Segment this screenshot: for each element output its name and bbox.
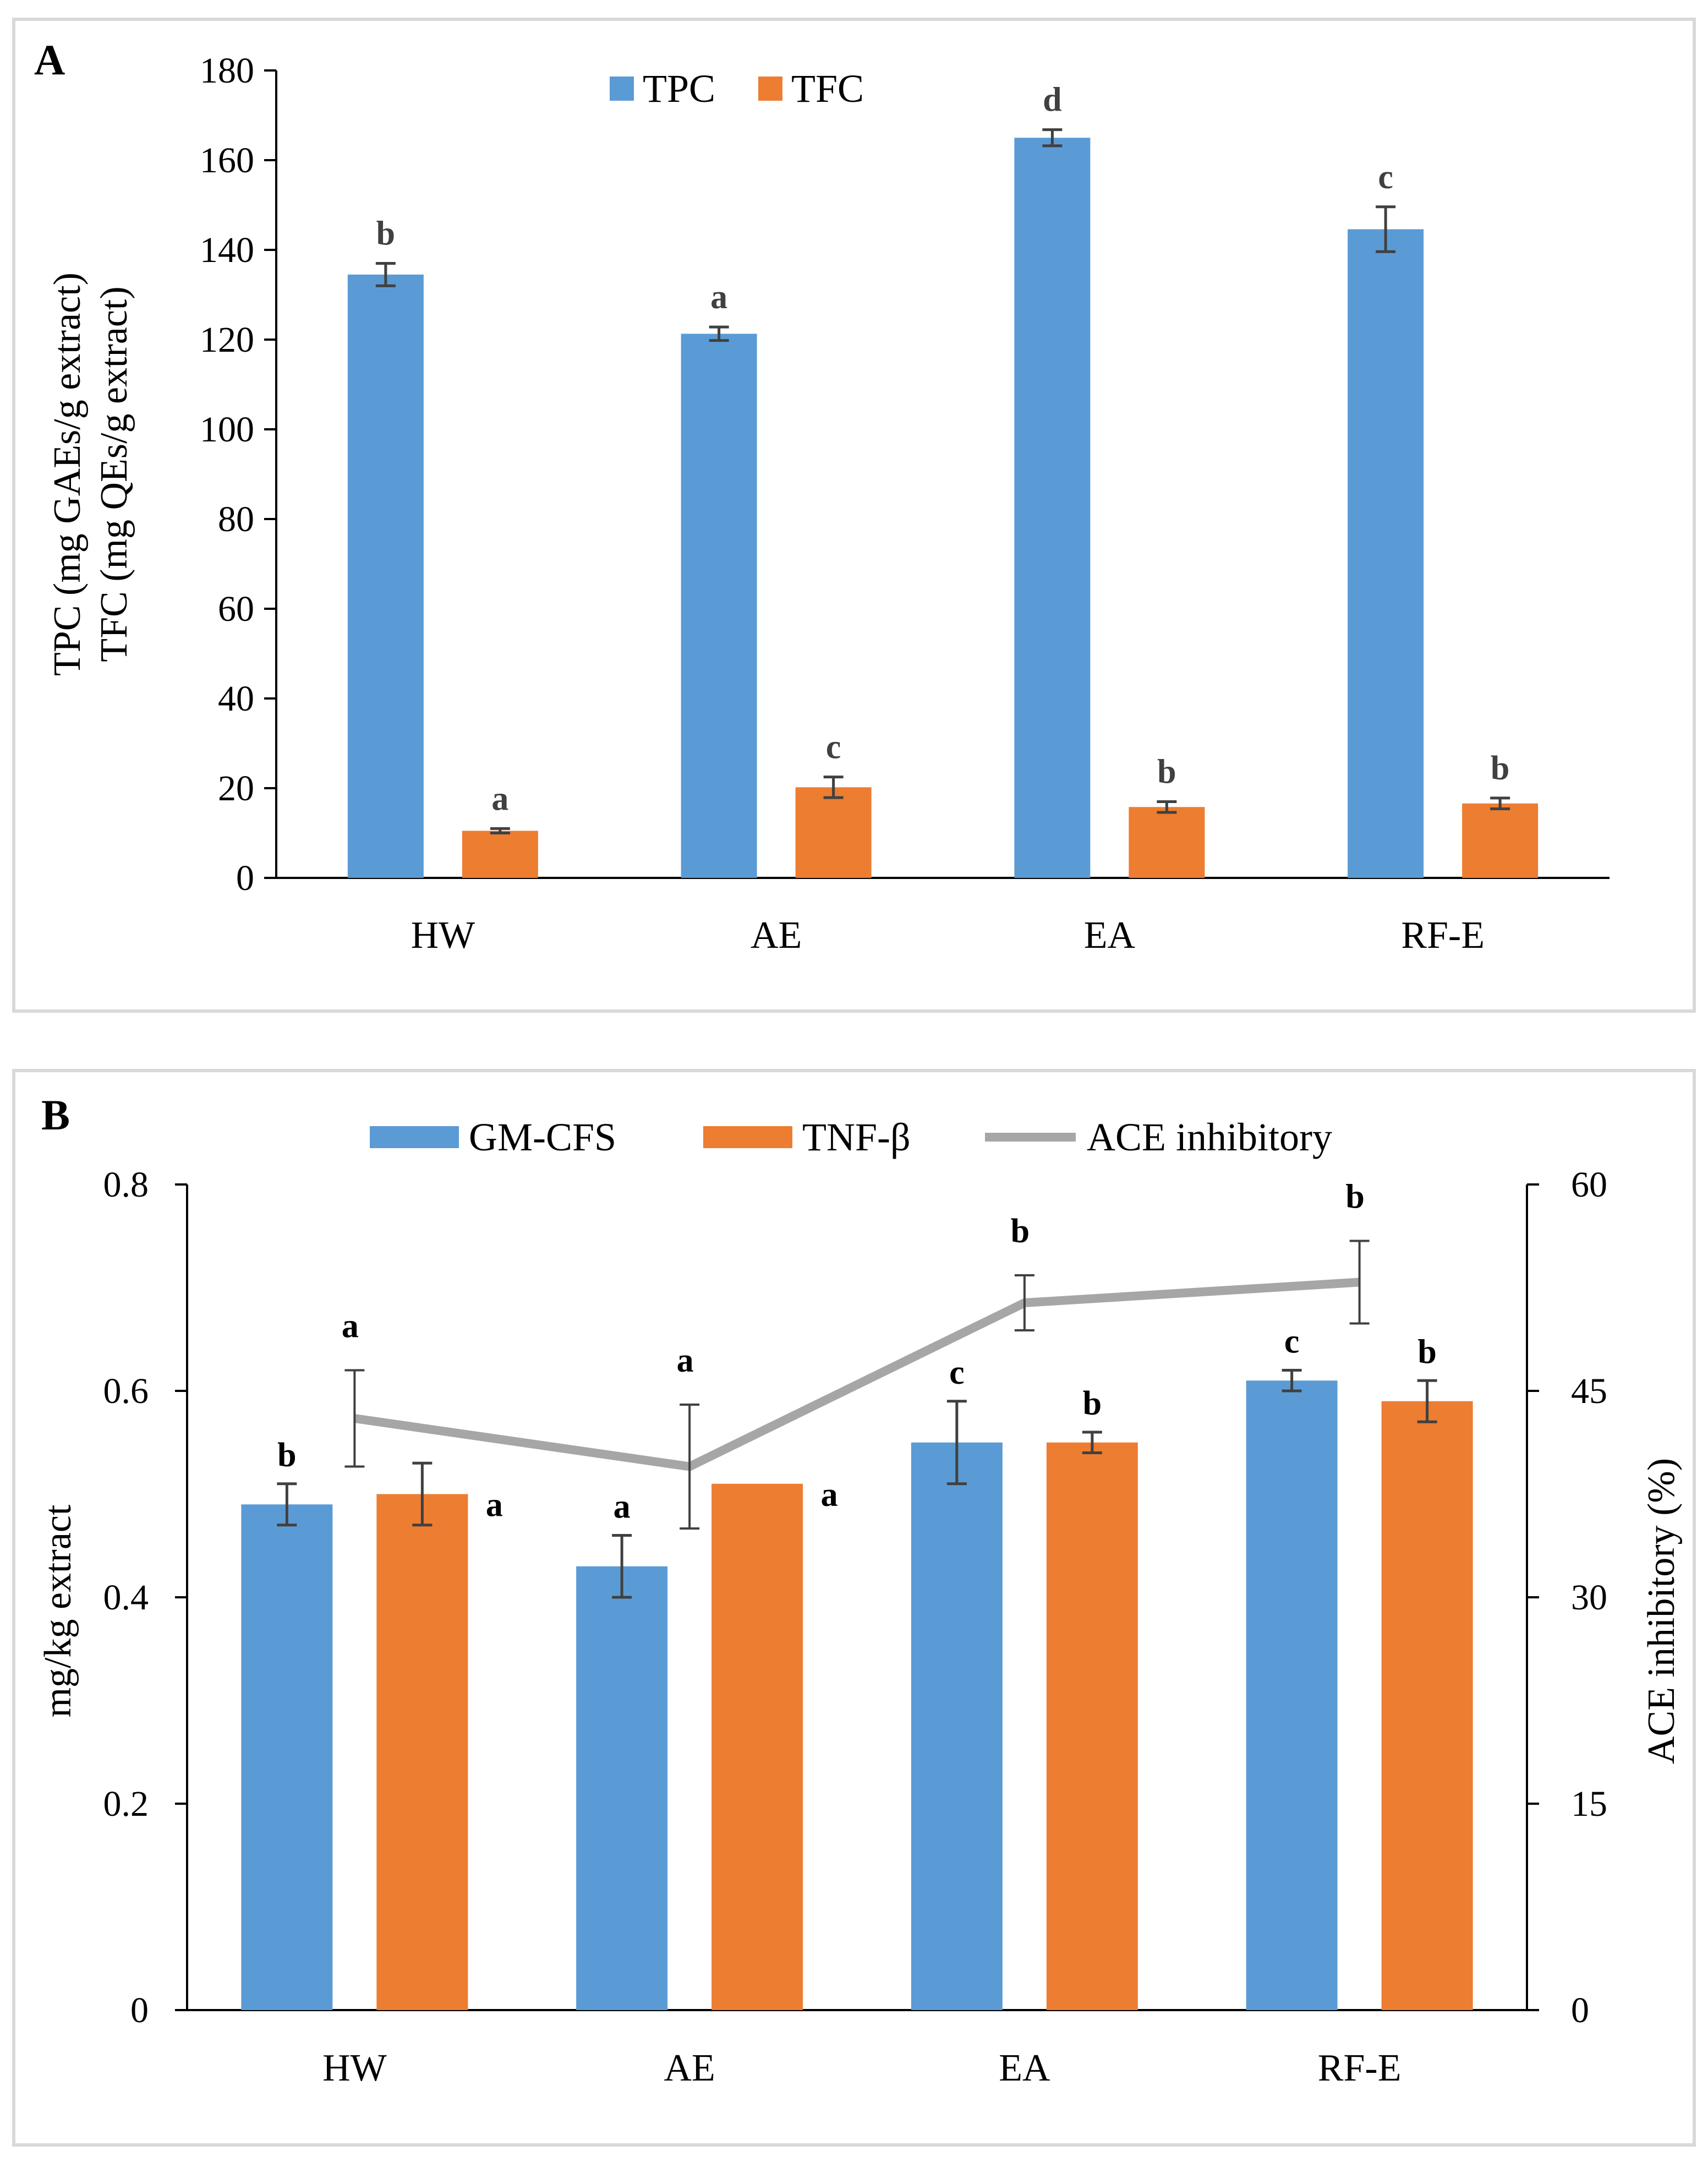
- significance-letter: b: [1157, 753, 1176, 790]
- y-tick-label: 0.8: [103, 1165, 149, 1205]
- panel-a-label: A: [34, 36, 65, 84]
- x-tick-label: EA: [1084, 914, 1136, 957]
- bar-tnf-hw: [376, 1494, 468, 2010]
- legend-swatch-gm-cfs: [370, 1126, 459, 1148]
- legend-label-tnf-beta: TNF-β: [802, 1115, 911, 1159]
- ace-inhibitory-line: [354, 1277, 1360, 1471]
- y-axis-title-line2: TFC (mg QEs/g extract): [93, 286, 135, 662]
- bar-gmcfs-ae: [576, 1566, 668, 2010]
- significance-letter: c: [1284, 1323, 1300, 1361]
- significance-letter: a: [491, 780, 508, 817]
- x-tick-label: AE: [664, 2047, 715, 2089]
- significance-letter: b: [1491, 750, 1509, 787]
- legend-label-tpc: TPC: [643, 67, 715, 111]
- legend-label-ace: ACE inhibitory: [1087, 1115, 1332, 1159]
- x-tick-label: EA: [999, 2047, 1050, 2089]
- bar-gmcfs-hw: [241, 1504, 333, 2010]
- y-tick-label: 40: [218, 679, 254, 719]
- significance-letter: c: [826, 729, 841, 766]
- x-tick-label: RF-E: [1318, 2047, 1402, 2089]
- significance-letter: a: [710, 279, 727, 316]
- y2-tick-label: 0: [1571, 1990, 1589, 2030]
- x-tick-label: RF-E: [1401, 914, 1485, 957]
- y2-tick-label: 30: [1571, 1577, 1607, 1618]
- bar-tfc-rf-e: [1462, 803, 1539, 878]
- y-axis-title: mg/kg extract: [37, 1504, 79, 1717]
- y-tick-label: 0: [236, 858, 254, 898]
- y-tick-label: 140: [200, 230, 254, 270]
- y-tick-label: 60: [218, 589, 254, 629]
- significance-letter: b: [1083, 1385, 1102, 1422]
- y-tick-label: 100: [200, 410, 254, 450]
- y2-tick-label: 15: [1571, 1784, 1607, 1824]
- bar-tnf-ea: [1046, 1442, 1138, 2010]
- significance-letter: c: [949, 1354, 965, 1391]
- legend-label-tfc: TFC: [791, 67, 864, 111]
- bar-tpc-ea: [1014, 138, 1091, 878]
- y-tick-label: 0.2: [103, 1784, 149, 1824]
- significance-letter-ace: b: [1011, 1213, 1030, 1250]
- bar-tfc-ae: [795, 787, 872, 878]
- legend-swatch-tfc: [758, 77, 782, 101]
- significance-letter: a: [614, 1488, 631, 1526]
- bar-gmcfs-rf-e: [1246, 1380, 1338, 2010]
- y2-tick-label: 60: [1571, 1165, 1607, 1205]
- bar-tpc-rf-e: [1348, 229, 1424, 878]
- bar-tnf-ae: [711, 1483, 803, 2010]
- bar-tfc-hw: [462, 831, 538, 878]
- y-axis-title-line1: TPC (mg GAEs/g extract): [46, 272, 89, 676]
- legend-label-gm-cfs: GM-CFS: [469, 1115, 616, 1159]
- legend-swatch-tnf-beta: [703, 1126, 792, 1148]
- x-tick-label: HW: [411, 914, 475, 957]
- y-tick-label: 180: [200, 51, 254, 91]
- significance-letter: b: [376, 215, 395, 252]
- bar-tpc-ae: [681, 334, 757, 878]
- significance-letter: a: [486, 1487, 503, 1524]
- significance-letter-ace: a: [677, 1342, 694, 1379]
- bar-gmcfs-ea: [911, 1442, 1003, 2010]
- legend-swatch-tpc: [610, 77, 634, 101]
- y2-axis-title: ACE inhibitory (%): [1640, 1458, 1683, 1764]
- y-tick-label: 20: [218, 768, 254, 809]
- significance-letter: c: [1378, 159, 1393, 196]
- bar-tnf-rf-e: [1381, 1401, 1473, 2010]
- y-tick-label: 0.4: [103, 1577, 149, 1618]
- significance-letter: a: [821, 1476, 838, 1514]
- bar-tpc-hw: [347, 274, 424, 878]
- y-tick-label: 0: [130, 1990, 149, 2030]
- significance-letter-ace: b: [1345, 1178, 1364, 1216]
- y-tick-label: 160: [200, 140, 254, 181]
- y-tick-label: 120: [200, 320, 254, 360]
- y-tick-label: 80: [218, 499, 254, 539]
- significance-letter-ace: a: [342, 1308, 359, 1345]
- x-tick-label: AE: [751, 914, 802, 957]
- y2-tick-label: 45: [1571, 1371, 1607, 1411]
- significance-letter: b: [277, 1437, 296, 1474]
- significance-letter: b: [1417, 1333, 1436, 1371]
- significance-letter: d: [1043, 81, 1061, 119]
- x-tick-label: HW: [322, 2047, 387, 2089]
- bar-tfc-ea: [1129, 807, 1205, 878]
- panel-b-label: B: [41, 1091, 70, 1139]
- y-tick-label: 0.6: [103, 1371, 149, 1411]
